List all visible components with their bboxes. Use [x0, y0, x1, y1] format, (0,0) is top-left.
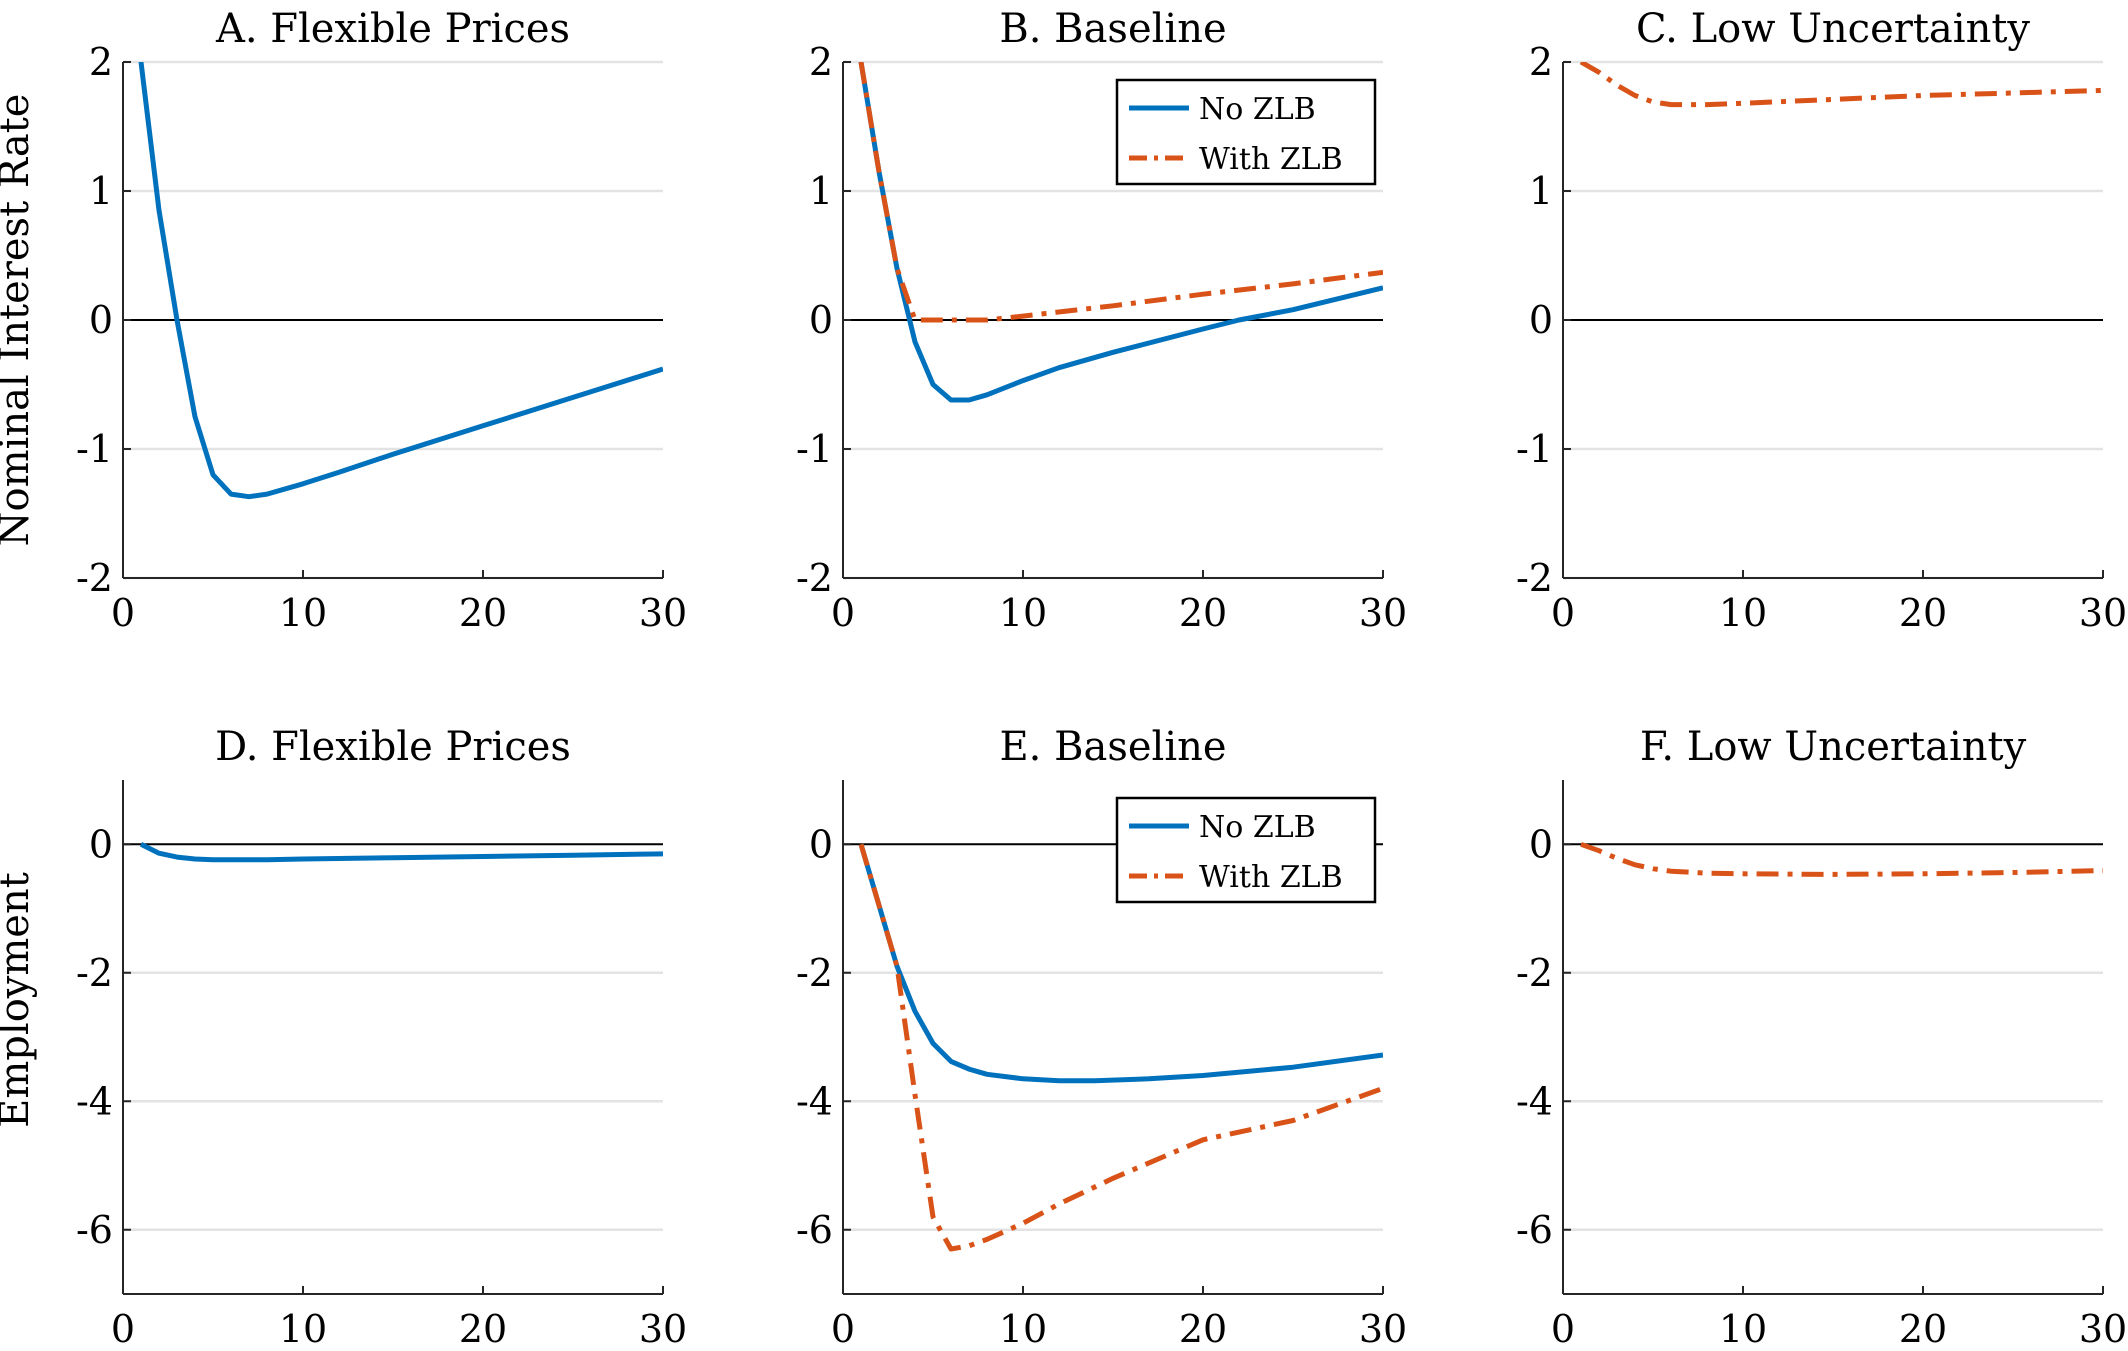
y-tick-label: -4	[76, 1079, 113, 1123]
panel-title: B. Baseline	[999, 6, 1226, 52]
y-tick-label: -1	[76, 427, 113, 471]
legend-label: No ZLB	[1199, 810, 1316, 845]
x-tick-label: 0	[111, 591, 135, 635]
series-line	[139, 842, 663, 863]
legend-label: With ZLB	[1199, 142, 1343, 177]
y-tick-label: -2	[796, 951, 833, 995]
x-tick-label: 10	[279, 1307, 327, 1351]
x-tick-label: 20	[1899, 1307, 1947, 1351]
y-tick-label: 0	[89, 822, 113, 866]
y-tick-label: -6	[76, 1208, 113, 1252]
panel-e: -6 -4 -2 0 0 10 20 30 E. Baseline No ZLB With ZLB	[796, 724, 1407, 1351]
y-tick-label: 0	[809, 298, 833, 342]
y-tick-label: -2	[1516, 556, 1553, 600]
x-tick-label: 0	[831, 1307, 855, 1351]
x-tick-label: 30	[1359, 1307, 1407, 1351]
y-tick-label: -2	[76, 951, 113, 995]
x-tick-label: 0	[831, 591, 855, 635]
x-tick-label: 20	[459, 1307, 507, 1351]
y-tick-label: -4	[796, 1079, 833, 1123]
panel-title: C. Low Uncertainty	[1636, 6, 2030, 52]
x-tick-label: 0	[1551, 591, 1575, 635]
y-tick-label: -1	[796, 427, 833, 471]
with-zlb-line	[858, 843, 1383, 1252]
x-tick-label: 10	[999, 1307, 1047, 1351]
panel-title: E. Baseline	[999, 724, 1226, 770]
y-tick-label: 2	[1529, 40, 1553, 84]
x-tick-label: 20	[1179, 1307, 1227, 1351]
with-zlb-line	[858, 62, 1383, 323]
x-tick-label: 30	[2079, 1307, 2127, 1351]
y-tick-label: -2	[796, 556, 833, 600]
series-line	[138, 62, 663, 500]
x-tick-label: 30	[639, 1307, 687, 1351]
legend: No ZLB With ZLB	[1115, 796, 1377, 904]
x-tick-label: 0	[1551, 1307, 1575, 1351]
x-tick-label: 30	[1359, 591, 1407, 635]
x-tick-label: 20	[459, 591, 507, 635]
y-tick-label: 0	[89, 298, 113, 342]
legend-label: No ZLB	[1199, 92, 1316, 127]
y-tick-label: 1	[1529, 169, 1553, 213]
y-tick-label: -2	[1516, 951, 1553, 995]
panel-title: F. Low Uncertainty	[1640, 724, 2027, 770]
x-tick-label: 0	[111, 1307, 135, 1351]
x-tick-label: 10	[1719, 1307, 1767, 1351]
panel-title: A. Flexible Prices	[215, 6, 570, 52]
x-tick-label: 20	[1899, 591, 1947, 635]
x-tick-label: 20	[1179, 591, 1227, 635]
y-tick-label: 0	[1529, 822, 1553, 866]
legend-box	[1115, 796, 1377, 904]
panel-title: D. Flexible Prices	[215, 724, 571, 770]
ylabel-nominal-interest-rate: Nominal Interest Rate	[0, 94, 38, 547]
y-tick-label: 1	[89, 169, 113, 213]
x-tick-label: 30	[639, 591, 687, 635]
y-tick-label: 0	[1529, 298, 1553, 342]
legend-label: With ZLB	[1199, 860, 1343, 895]
y-tick-label: -2	[76, 556, 113, 600]
y-tick-label: 2	[89, 40, 113, 84]
panel-f: -6 -4 -2 0 0 10 20 30 F. Low Uncertainty	[1516, 724, 2127, 1351]
x-tick-label: 30	[2079, 591, 2127, 635]
legend-box	[1115, 78, 1377, 186]
legend: No ZLB With ZLB	[1115, 78, 1377, 186]
y-tick-label: 0	[809, 822, 833, 866]
series-line	[1579, 62, 2103, 108]
y-tick-label: -1	[1516, 427, 1553, 471]
y-tick-label: -6	[1516, 1208, 1553, 1252]
series-line	[1580, 841, 2103, 877]
no-zlb-line	[858, 843, 1383, 1084]
x-tick-label: 10	[1719, 591, 1767, 635]
y-tick-label: -6	[796, 1208, 833, 1252]
x-tick-label: 10	[279, 591, 327, 635]
ylabel-employment: Employment	[0, 872, 38, 1128]
y-tick-label: 2	[809, 40, 833, 84]
x-tick-label: 10	[999, 591, 1047, 635]
panel-d: -6 -4 -2 0 0 10 20 30 D. Flexible Prices	[76, 724, 687, 1351]
y-tick-label: -4	[1516, 1079, 1553, 1123]
y-tick-label: 1	[809, 169, 833, 213]
